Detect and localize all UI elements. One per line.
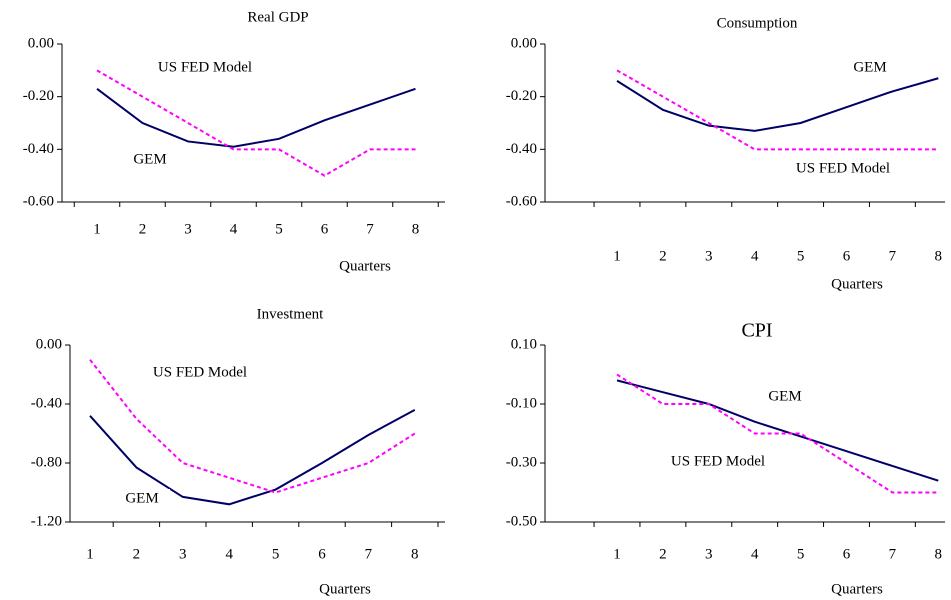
y-tick-label: -0.50 xyxy=(506,513,537,529)
series-line xyxy=(616,77,939,132)
chart-title: Real GDP xyxy=(247,9,308,25)
series-label: US FED Model xyxy=(158,59,252,75)
y-tick-label: -0.80 xyxy=(31,454,62,470)
y-tick-label: 0.00 xyxy=(36,336,62,352)
series-label: US FED Model xyxy=(796,160,890,176)
x-tick-label: 1 xyxy=(613,248,621,264)
y-tick-label: -0.60 xyxy=(506,193,537,209)
series-label: US FED Model xyxy=(153,364,247,380)
y-tick-label: 0.10 xyxy=(511,336,537,352)
series-label: GEM xyxy=(133,151,166,167)
x-tick-label: 3 xyxy=(184,221,192,237)
x-tick-label: 6 xyxy=(321,221,329,237)
series-label: US FED Model xyxy=(671,453,765,469)
y-tick-label: -0.60 xyxy=(23,193,54,209)
x-axis-label: Quarters xyxy=(831,276,883,292)
x-tick-label: 1 xyxy=(93,221,101,237)
y-tick-label: -0.40 xyxy=(31,395,62,411)
y-tick-label: -0.40 xyxy=(23,141,54,157)
x-tick-label: 4 xyxy=(751,546,759,562)
series-label: GEM xyxy=(768,388,801,404)
x-tick-label: 6 xyxy=(843,248,851,264)
x-tick-label: 3 xyxy=(705,248,713,264)
x-tick-label: 2 xyxy=(659,546,667,562)
y-tick-label: -0.20 xyxy=(23,88,54,104)
y-tick-label: -0.20 xyxy=(506,88,537,104)
x-tick-label: 5 xyxy=(275,221,283,237)
chart-title: Consumption xyxy=(717,15,798,31)
x-tick-label: 5 xyxy=(272,546,280,562)
x-tick-label: 1 xyxy=(86,546,94,562)
series-label: GEM xyxy=(125,490,158,506)
x-tick-label: 1 xyxy=(613,546,621,562)
x-tick-label: 7 xyxy=(889,546,897,562)
x-tick-label: 7 xyxy=(366,221,374,237)
x-tick-label: 7 xyxy=(365,546,373,562)
y-tick-label: -0.30 xyxy=(506,454,537,470)
series-label: GEM xyxy=(853,59,886,75)
x-axis-label: Quarters xyxy=(339,258,391,274)
y-tick-label: -1.20 xyxy=(31,513,62,529)
series-line xyxy=(89,409,416,506)
x-tick-label: 2 xyxy=(139,221,147,237)
x-tick-label: 8 xyxy=(412,221,420,237)
chart-title: CPI xyxy=(741,320,772,342)
series-line xyxy=(616,69,939,151)
x-tick-label: 4 xyxy=(751,248,759,264)
x-tick-label: 6 xyxy=(318,546,326,562)
x-tick-label: 2 xyxy=(133,546,141,562)
x-tick-label: 2 xyxy=(659,248,667,264)
y-tick-label: 0.00 xyxy=(28,35,54,51)
x-tick-label: 5 xyxy=(797,248,805,264)
label-background xyxy=(114,489,170,509)
x-tick-label: 8 xyxy=(411,546,419,562)
x-tick-label: 4 xyxy=(225,546,233,562)
x-axis-label: Quarters xyxy=(319,581,371,597)
y-tick-label: -0.40 xyxy=(506,141,537,157)
x-tick-label: 5 xyxy=(797,546,805,562)
x-tick-label: 8 xyxy=(935,546,943,562)
x-tick-label: 6 xyxy=(843,546,851,562)
series-line xyxy=(89,359,416,494)
series-line xyxy=(616,379,939,482)
x-tick-label: 4 xyxy=(230,221,238,237)
y-tick-label: 0.00 xyxy=(511,35,537,51)
chart-title: Investment xyxy=(257,306,324,322)
x-tick-label: 3 xyxy=(179,546,187,562)
series-line xyxy=(616,373,939,494)
series-line xyxy=(96,87,416,148)
x-tick-label: 3 xyxy=(705,546,713,562)
y-tick-label: -0.10 xyxy=(506,395,537,411)
x-axis-label: Quarters xyxy=(831,581,883,597)
x-tick-label: 7 xyxy=(889,248,897,264)
x-tick-label: 8 xyxy=(935,248,943,264)
